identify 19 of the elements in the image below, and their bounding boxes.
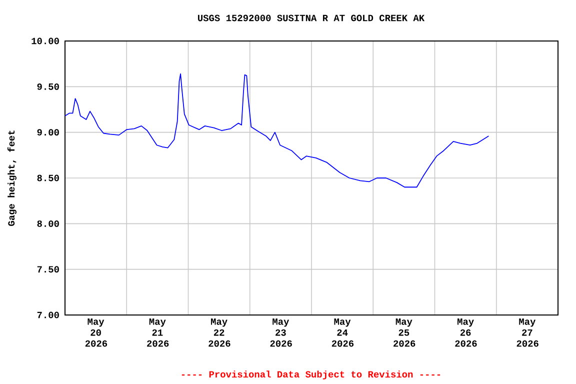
text: ---- Provisional Data Subject to Revision ---- (182, 370, 440, 380)
y-tick-label: 9.50 (37, 83, 59, 90)
y-tick-label: 7.50 (37, 266, 59, 273)
x-tick-label: May 24 2026 (332, 318, 354, 347)
chart-title: USGS 15292000 SUSITNA R AT GOLD CREEK AK (198, 14, 425, 22)
y-tick-label: 9.00 (37, 129, 59, 136)
x-tick-label: May 26 2026 (455, 318, 477, 347)
x-tick-label: May 20 2026 (85, 318, 108, 347)
x-tick-label: May 22 2026 (208, 318, 230, 347)
y-axis-title: Gage height, feet (7, 130, 16, 226)
x-tick-label: May 23 2026 (270, 318, 292, 347)
y-tick-label: 8.50 (37, 174, 59, 182)
line-series (65, 73, 490, 188)
y-tick-label: 10.00 (32, 38, 59, 44)
x-tick-label: May 27 2026 (516, 318, 538, 347)
y-tick-label: 7.00 (37, 312, 59, 318)
y-tick-label: 8.00 (37, 220, 59, 227)
x-tick-label: May 25 2026 (394, 318, 416, 347)
x-tick-label: May 21 2026 (147, 318, 169, 347)
